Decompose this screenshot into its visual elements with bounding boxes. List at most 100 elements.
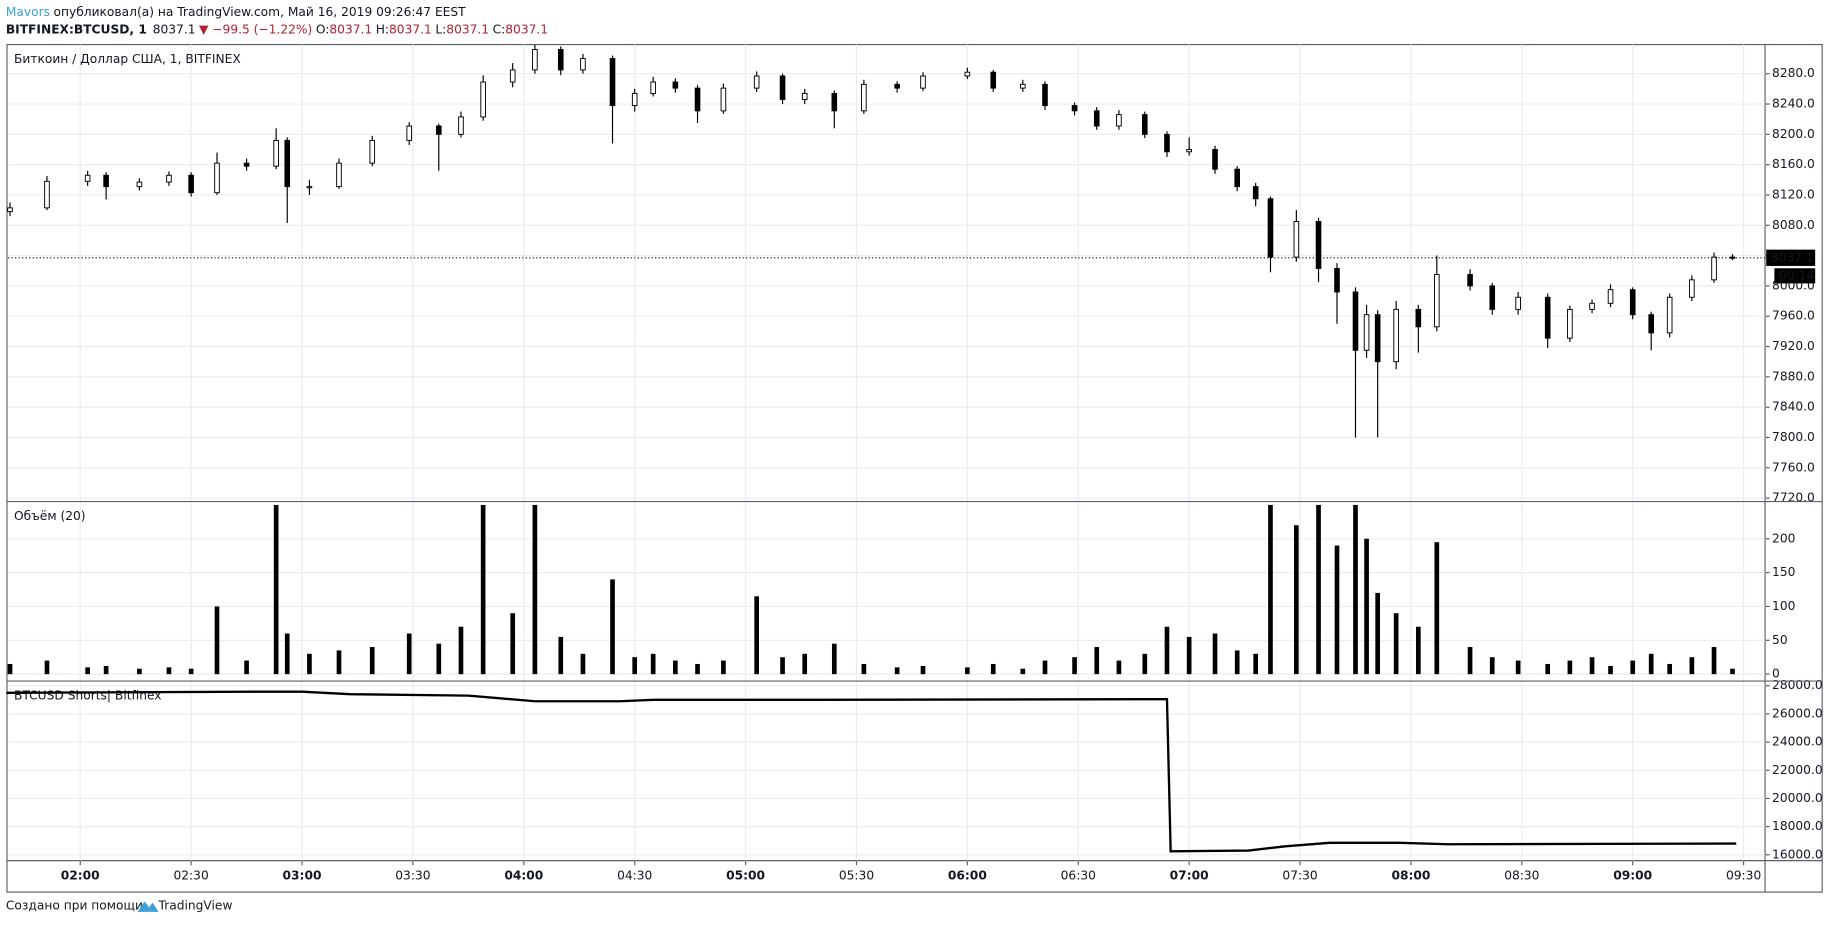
volume-bar [1689, 657, 1695, 675]
candle-body [753, 75, 760, 89]
candle-body [103, 174, 109, 188]
candle-body [1393, 308, 1399, 363]
change: ▼ −99.5 (−1.22%) [199, 22, 312, 36]
volume-bar [1711, 647, 1717, 675]
x-tick-label: 02:30 [173, 868, 208, 882]
x-tick-label: 08:00 [1391, 868, 1430, 882]
volume-bar [336, 650, 342, 675]
candle-body [1093, 110, 1100, 127]
volume-bar [861, 663, 867, 675]
candle-body [1267, 198, 1274, 258]
volume-bar [1072, 657, 1077, 675]
y-tick-label: 8160.0 [1772, 157, 1815, 171]
candle-body [1252, 186, 1259, 200]
brand-logo [137, 901, 159, 912]
candle-body [1711, 256, 1717, 281]
candle-body [1515, 296, 1521, 310]
y-tick-label: 0 [1772, 667, 1780, 681]
volume-bar [1364, 538, 1369, 675]
volume-bar [532, 504, 538, 675]
candle-body [1666, 296, 1673, 334]
candle-body [1467, 274, 1473, 287]
volume-bar [1489, 657, 1495, 675]
volume-bar [1608, 665, 1613, 675]
volume-bar [284, 633, 290, 675]
pane-title: BTCUSD Shorts| Bitfinex [14, 689, 162, 704]
volume-bar [1253, 653, 1259, 675]
y-tick-label: 20000.0 [1772, 791, 1823, 805]
shorts-line [6, 690, 1737, 853]
volume-bar [831, 643, 837, 675]
candle-body [1315, 221, 1322, 269]
candle-body [861, 83, 867, 112]
volume-bar [673, 660, 678, 675]
candle-body [557, 49, 564, 71]
candle-body [1607, 289, 1614, 304]
y-tick-label: 8120.0 [1772, 187, 1815, 201]
footer-brand[interactable]: TradingView [158, 899, 233, 913]
candle-body [1042, 83, 1048, 107]
volume-bar [1294, 525, 1299, 675]
volume-bar [458, 626, 464, 675]
candle-body [44, 180, 50, 209]
countdown-tag [1774, 268, 1816, 284]
volume-bar [137, 668, 142, 675]
ohlc-label: H: [376, 22, 389, 36]
x-tick-label: 07:00 [1170, 868, 1209, 882]
volume-bar [1648, 653, 1654, 675]
candle-body [188, 174, 194, 194]
author[interactable]: Mavors [6, 4, 50, 18]
volume-bar [166, 667, 172, 675]
x-tick-label: 03:00 [283, 868, 322, 882]
candle-body [1164, 133, 1170, 153]
y-tick-label: 7760.0 [1772, 460, 1815, 474]
candle-body [1352, 291, 1359, 351]
ohlc-value: 8037.1 [446, 22, 489, 36]
candle-body [831, 92, 838, 112]
volume-bar [1164, 626, 1170, 675]
candle-body [1363, 314, 1370, 351]
candle-body [284, 139, 291, 188]
volume-bar [1375, 592, 1380, 675]
volume-bar [1268, 504, 1273, 675]
y-tick-label: 22000.0 [1772, 763, 1823, 777]
candle-body [480, 81, 486, 118]
candle-body [609, 58, 616, 107]
candle-body [801, 92, 808, 100]
y-tick-label: 26000.0 [1772, 706, 1823, 720]
y-tick-label: 8200.0 [1772, 127, 1815, 141]
candle-body [336, 162, 342, 188]
volume-bar [1234, 650, 1240, 675]
volume-bar [188, 668, 194, 675]
volume-bar [965, 667, 970, 675]
candle-body [672, 81, 679, 89]
volume-bar [990, 663, 996, 675]
y-tick-label: 7920.0 [1772, 339, 1815, 353]
candle-body [1020, 83, 1026, 89]
volume-bar [1393, 613, 1399, 675]
footer-text: Создано при помощи [6, 899, 143, 913]
volume-bar [754, 596, 760, 675]
candle-body [369, 139, 376, 164]
y-tick-label: 18000.0 [1772, 819, 1823, 833]
last-price-tag [1766, 249, 1816, 266]
volume-bar [1186, 636, 1192, 675]
candle-body [1489, 285, 1496, 310]
volume-bar [580, 653, 586, 675]
ohlc-label: O: [316, 22, 330, 36]
x-tick-label: 03:30 [395, 868, 430, 882]
candle-body [920, 75, 926, 89]
volume-bar [103, 665, 109, 675]
candle-body [694, 87, 701, 112]
volume-bar [920, 665, 926, 675]
volume-bar [1545, 663, 1551, 675]
x-tick-label: 09:30 [1726, 868, 1761, 882]
y-tick-label: 7880.0 [1772, 369, 1815, 383]
candle-body [631, 92, 638, 107]
volume-bar [632, 657, 638, 675]
volume-bar [480, 504, 486, 675]
candle-body [243, 162, 250, 167]
candle-body [1689, 279, 1695, 298]
x-tick-label: 05:30 [839, 868, 874, 882]
y-tick-label: 7800.0 [1772, 430, 1815, 444]
